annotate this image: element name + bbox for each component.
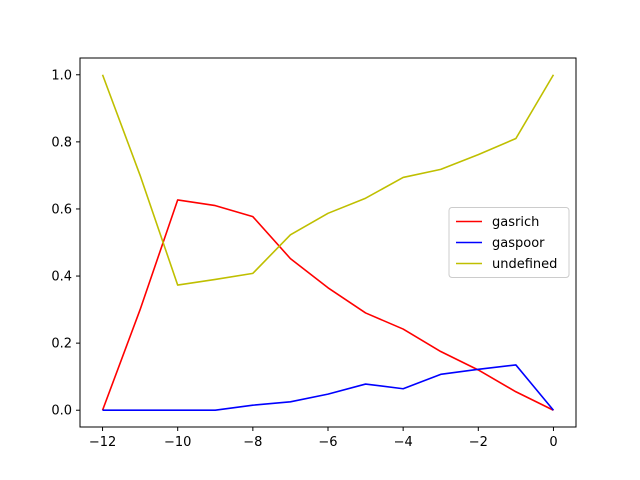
x-tick-label: 0 (549, 435, 557, 450)
x-tick-label: −10 (164, 435, 191, 450)
x-tick-label: −8 (243, 435, 262, 450)
x-tick-label: −6 (318, 435, 337, 450)
legend-label: gasrich (492, 215, 539, 230)
x-tick-label: −4 (394, 435, 413, 450)
y-axis: 0.0 0.2 0.4 0.6 0.8 1.0 (51, 68, 80, 419)
y-tick-label: 1.0 (51, 68, 72, 83)
x-axis: −12 −10 −8 −6 −4 −2 0 (89, 427, 558, 450)
series-line-gaspoor (102, 364, 555, 412)
y-tick-label: 0.2 (51, 337, 72, 352)
y-tick-label: 0.6 (51, 202, 72, 217)
legend-box (448, 207, 570, 278)
legend: gasrich gaspoor undefined (448, 207, 570, 278)
legend-label: undefined (492, 257, 557, 272)
y-tick-label: 0.8 (51, 135, 72, 150)
y-tick-label: 0.4 (51, 270, 72, 285)
x-tick-label: −2 (469, 435, 488, 450)
series-line-undefined (101, 74, 555, 286)
y-tick-label: 0.0 (51, 404, 72, 419)
legend-label: gaspoor (492, 236, 545, 251)
x-tick-label: −12 (89, 435, 116, 450)
plot-lines (101, 74, 555, 412)
